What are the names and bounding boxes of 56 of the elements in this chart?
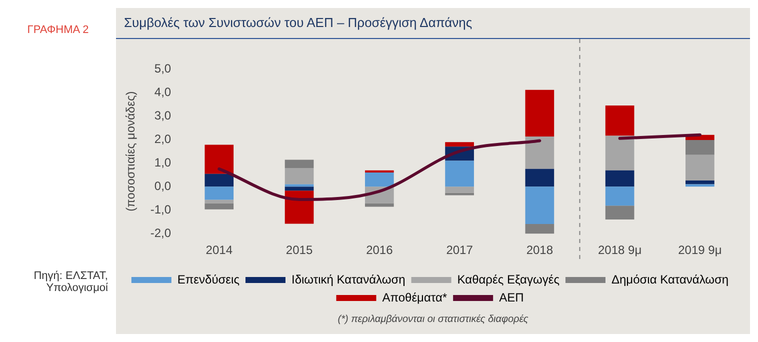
legend-label: Ιδιωτική Κατανάλωση: [291, 272, 406, 286]
x-tick-label: 2018 9μ: [598, 243, 642, 258]
y-axis-title: (ποσοστιαίες μονάδες): [124, 91, 138, 212]
y-tick-label: -2,0: [150, 226, 172, 240]
bar: [525, 186, 554, 224]
y-tick-label: 1,0: [154, 155, 172, 170]
x-tick-label: 2017: [446, 243, 474, 258]
legend-label: Δημόσια Κατανάλωση: [611, 272, 729, 286]
line-series: [218, 139, 542, 202]
bar: [204, 200, 234, 204]
y-tick-label: 3,0: [154, 108, 172, 122]
bar: [686, 184, 714, 187]
bar: [605, 186, 634, 206]
bar: [605, 105, 634, 136]
text: Πηγή: ΕΛΣΤΑΤ, Υπολογισμοί: [32, 270, 108, 294]
bar: [284, 186, 314, 191]
bar: [284, 184, 314, 187]
bar: [605, 136, 634, 170]
bar: [686, 180, 714, 184]
bar: [525, 224, 554, 234]
bar: [525, 90, 554, 136]
bar: [525, 136, 554, 169]
bar: [204, 186, 234, 200]
y-tick-label: 5,0: [154, 61, 172, 76]
bar: [445, 142, 474, 147]
bar: [445, 186, 474, 193]
bar: [204, 144, 234, 174]
bar: [605, 206, 634, 220]
legend-label: Επενδύσεις: [177, 272, 240, 286]
bar: [525, 168, 554, 187]
chart-title: Συμβολές των Συνιστωσών του ΑΕΠ – Προσέγγιση Δαπάνης: [116, 8, 750, 39]
text: ΓΡΑΦΗΜΑ 2: [26, 24, 90, 36]
bar: [445, 192, 474, 196]
bar: [686, 140, 714, 155]
x-tick-label: 2019 9μ: [678, 243, 722, 258]
bar: [364, 203, 394, 207]
legend-label: ΑΕΠ: [499, 290, 524, 304]
y-tick-label: -1,0: [150, 202, 172, 216]
x-tick-label: 2015: [286, 243, 313, 258]
text: (*) περιλαμβάνονται οι στατιστικές διαφορές: [336, 314, 530, 325]
bar: [204, 174, 234, 187]
bar: [284, 160, 314, 168]
x-tick-label: 2014: [206, 243, 233, 258]
bar: [445, 160, 474, 187]
bar: [686, 154, 714, 180]
bar: [284, 168, 314, 184]
legend-label: Αποθέματα*: [382, 290, 448, 304]
y-tick-label: 0,0: [154, 178, 172, 193]
y-tick-label: 2,0: [154, 132, 172, 146]
bar: [204, 203, 234, 210]
bar: [605, 170, 634, 187]
x-tick-label: 2016: [366, 243, 394, 258]
x-tick-label: 2018: [526, 243, 554, 258]
y-tick-label: 4,0: [154, 84, 172, 99]
bar: [364, 172, 394, 187]
legend-label: Καθαρές Εξαγωγές: [457, 272, 560, 286]
